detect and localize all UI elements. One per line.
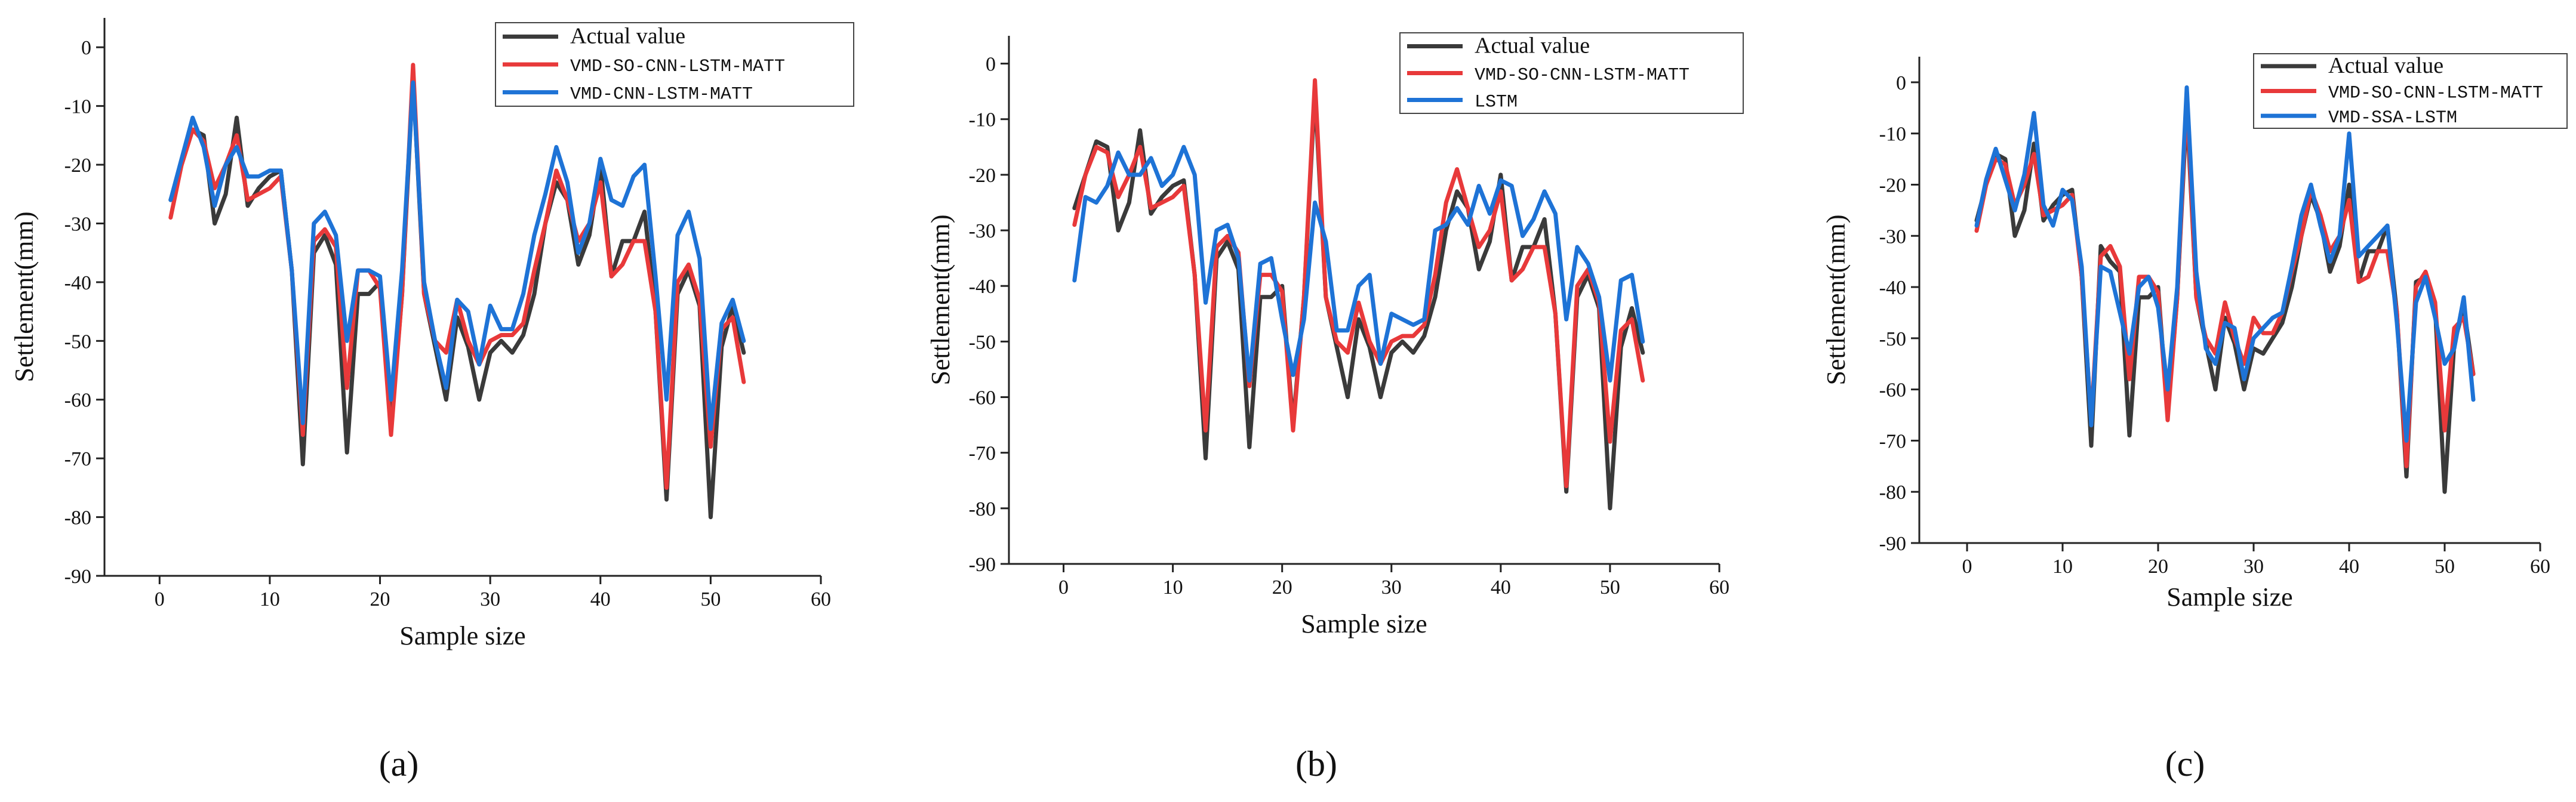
x-axis-label: Sample size <box>399 621 525 650</box>
x-tick-label: 20 <box>2148 556 2168 578</box>
x-tick-label: 50 <box>1600 576 1620 599</box>
series-line-2 <box>168 80 746 431</box>
legend-label-1: VMD-SO-CNN-LSTM-MATT <box>570 57 785 77</box>
y-tick-label: -90 <box>969 554 996 576</box>
panel-label-a: (a) <box>379 744 419 784</box>
x-axis-label: Sample size <box>1301 609 1427 638</box>
y-tick-label: -50 <box>1879 328 1906 350</box>
x-tick-label: 20 <box>1272 576 1292 599</box>
legend-label-1: VMD-SO-CNN-LSTM-MATT <box>2328 84 2543 104</box>
y-tick-label: 0 <box>986 54 996 76</box>
y-tick-label: 0 <box>1896 72 1906 94</box>
y-tick-label: -20 <box>969 165 996 187</box>
y-tick-label: -70 <box>969 443 996 465</box>
chart-c: 0 -10 -20 -30 -40 -50 -60 -70 -80 -90 0 10 20 30 40 50 6… <box>1821 53 2568 612</box>
y-tick-label: -80 <box>1879 482 1906 504</box>
y-tick-label: -70 <box>1879 430 1906 452</box>
x-tick-label: 10 <box>1163 576 1183 599</box>
x-tick-label: 40 <box>1491 576 1511 599</box>
x-axis-label: Sample size <box>2166 582 2292 612</box>
y-tick-label: -10 <box>64 96 91 118</box>
legend: Actual value VMD-SO-CNN-LSTM-MATT VMD-CNN-… <box>495 22 854 107</box>
y-axis-label: Settlement(mm) <box>1821 215 1851 385</box>
x-tick-label: 0 <box>1962 556 1972 578</box>
series-line-0 <box>168 74 746 520</box>
y-tick-label: -80 <box>969 498 996 520</box>
chart-a: 0 -10 -20 -30 -40 -50 -60 -70 -80 -90 0 10 20 30 40 50 6… <box>10 18 854 650</box>
legend-label-2: VMD-SSA-LSTM <box>2328 108 2457 128</box>
series-line-1 <box>168 63 746 490</box>
y-tick-label: -60 <box>1879 380 1906 402</box>
y-tick-label: -60 <box>969 387 996 409</box>
y-tick-label: -30 <box>64 213 91 235</box>
y-tick-label: -50 <box>969 331 996 353</box>
y-tick-label: -40 <box>1879 277 1906 299</box>
x-tick-label: 50 <box>2435 556 2455 578</box>
x-tick-label: 0 <box>1058 576 1069 599</box>
y-tick-label: -10 <box>969 109 996 131</box>
x-tick-label: 0 <box>155 588 165 610</box>
series-line-1 <box>1072 78 1645 489</box>
legend-label-0: Actual value <box>1475 33 1590 58</box>
y-axis-label: Settlement(mm) <box>10 212 39 383</box>
y-tick-label: -70 <box>64 448 91 470</box>
x-tick-label: 60 <box>1709 576 1729 599</box>
panels: 0 -10 -20 -30 -40 -50 -60 -70 -80 -90 0 10 20 30 40 50 6… <box>10 18 2568 650</box>
series-line-1 <box>1974 95 2476 468</box>
legend-label-2: VMD-CNN-LSTM-MATT <box>570 85 753 105</box>
legend-label-2: LSTM <box>1475 92 1518 113</box>
panel-label-b: (b) <box>1295 744 1337 784</box>
y-tick-label: -60 <box>64 390 91 412</box>
series-line-0 <box>1974 106 2476 494</box>
y-tick-label: -10 <box>1879 124 1906 146</box>
x-tick-label: 40 <box>590 588 611 610</box>
x-tick-label: 60 <box>811 588 831 610</box>
x-tick-label: 30 <box>1381 576 1402 599</box>
y-tick-label: -40 <box>64 272 91 294</box>
y-tick-label: -90 <box>1879 533 1906 555</box>
y-tick-label: -40 <box>969 276 996 298</box>
series-line-2 <box>1072 144 1645 383</box>
y-tick-label: 0 <box>81 37 91 59</box>
series-line-0 <box>1072 89 1645 511</box>
series-line-2 <box>1974 85 2476 443</box>
chart-b: 0 -10 -20 -30 -40 -50 -60 -70 -80 -90 0 10 20 30 40 50 6… <box>926 32 1744 638</box>
x-tick-label: 60 <box>2530 556 2550 578</box>
x-tick-label: 50 <box>700 588 721 610</box>
x-tick-label: 10 <box>2052 556 2073 578</box>
y-axis-label: Settlement(mm) <box>926 215 955 385</box>
x-tick-label: 10 <box>260 588 280 610</box>
y-tick-label: -80 <box>64 507 91 529</box>
panel-label-c: (c) <box>2165 744 2205 784</box>
x-tick-label: 30 <box>2243 556 2264 578</box>
legend-label-0: Actual value <box>2328 53 2443 78</box>
x-tick-label: 20 <box>370 588 390 610</box>
y-tick-label: -20 <box>64 155 91 177</box>
legend-label-1: VMD-SO-CNN-LSTM-MATT <box>1475 66 1689 86</box>
y-tick-label: -30 <box>1879 226 1906 248</box>
y-tick-label: -90 <box>64 566 91 588</box>
x-tick-label: 40 <box>2339 556 2359 578</box>
legend: Actual value VMD-SO-CNN-LSTM-MATT LSTM <box>1399 32 1744 114</box>
y-tick-label: -30 <box>969 220 996 242</box>
y-tick-label: -50 <box>64 331 91 353</box>
y-tick-label: -20 <box>1879 174 1906 196</box>
x-tick-label: 30 <box>480 588 500 610</box>
legend: Actual value VMD-SO-CNN-LSTM-MATT VMD-SSA-… <box>2253 53 2568 129</box>
legend-label-0: Actual value <box>570 23 685 48</box>
